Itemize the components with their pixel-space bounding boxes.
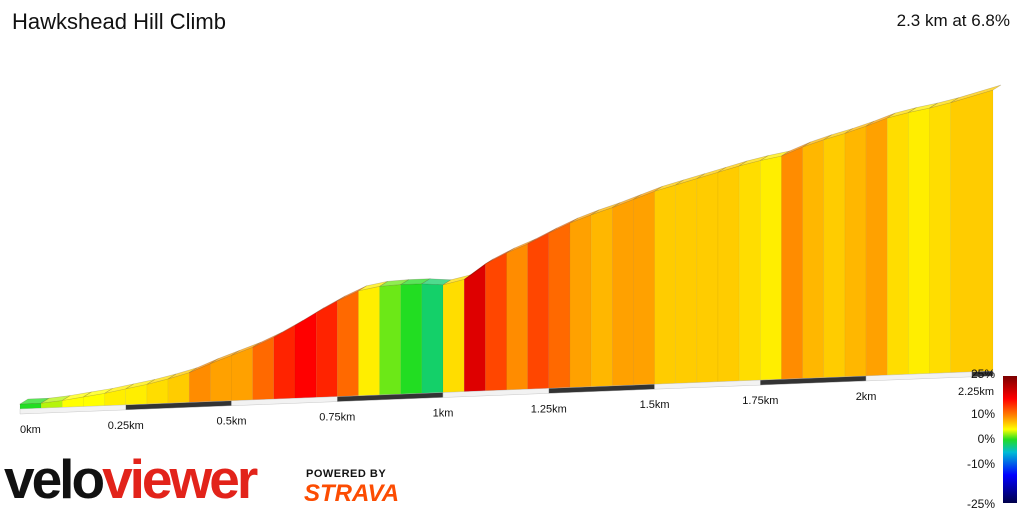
profile-segment — [929, 102, 951, 374]
profile-segment — [442, 279, 465, 393]
profile-segment — [760, 155, 782, 381]
profile-segment — [400, 283, 423, 395]
profile-segment — [844, 125, 867, 378]
profile-segment — [865, 117, 888, 377]
x-tick-label: 0.75km — [319, 412, 355, 424]
gradient-scale — [1003, 376, 1017, 503]
profile-top-edge — [950, 84, 1002, 103]
profile-segment — [421, 283, 444, 394]
profile-segment — [273, 324, 296, 400]
gradient-scale-label: -25% — [967, 497, 995, 511]
profile-segment — [506, 243, 528, 391]
profile-segment — [612, 199, 634, 387]
profile-segment — [569, 214, 592, 388]
profile-segment — [358, 286, 380, 397]
profile-segment — [231, 346, 253, 401]
x-tick-label: 1km — [433, 407, 454, 419]
gradient-scale-labels: 25% 10% 0% -10% -25% — [967, 367, 995, 511]
strava-logo: STRAVA — [304, 480, 400, 507]
profile-segment — [781, 146, 803, 380]
profile-segment — [590, 207, 613, 387]
profile-segment — [823, 133, 846, 378]
gradient-scale-label: -10% — [967, 457, 995, 471]
profile-segment — [252, 336, 275, 401]
profile-segment — [696, 171, 719, 383]
x-tick-label: 0.5km — [217, 416, 247, 428]
distance-baseline — [19, 370, 994, 415]
profile-segment — [886, 112, 909, 376]
gradient-scale-label: 0% — [978, 432, 996, 446]
powered-by-label: POWERED BY — [306, 468, 387, 480]
climb-stats: 2.3 km at 6.8% — [896, 11, 1010, 30]
profile-segment — [485, 252, 507, 392]
x-tick-label: 2.25km — [958, 386, 994, 398]
profile-segment — [337, 290, 359, 397]
profile-segment — [717, 165, 740, 382]
x-tick-label: 1.25km — [531, 403, 567, 415]
gradient-scale-label: 10% — [971, 407, 995, 421]
profile-segment — [802, 139, 825, 379]
x-tick-label: 1.5km — [640, 399, 670, 411]
profile-segment — [908, 107, 930, 375]
profile-segment — [527, 232, 550, 390]
profile-area — [18, 84, 1002, 410]
profile-segment — [294, 312, 317, 399]
profile-segment — [675, 178, 698, 384]
profile-segment — [738, 160, 761, 382]
gradient-scale-label: 25% — [971, 367, 995, 381]
x-tick-label: 0km — [20, 424, 41, 436]
distance-band — [971, 370, 994, 378]
x-tick-label: 0.25km — [108, 420, 144, 432]
x-axis-ticks: 0km 0.25km 0.5km 0.75km 1km 1.25km 1.5km 1.75km… — [20, 386, 994, 436]
profile-segment — [315, 300, 338, 398]
x-tick-label: 1.75km — [742, 395, 778, 407]
profile-segment — [463, 263, 486, 392]
profile-segment — [633, 190, 655, 386]
gradient-scale-bar — [1003, 376, 1017, 503]
profile-segment — [379, 284, 401, 396]
profile-segment — [950, 89, 994, 373]
profile-segment — [654, 184, 676, 385]
chart-title: Hawkshead Hill Climb — [12, 9, 226, 34]
x-tick-label: 2km — [856, 391, 877, 403]
profile-segment — [548, 222, 571, 389]
veloviewer-logo: veloviewer — [4, 448, 258, 510]
